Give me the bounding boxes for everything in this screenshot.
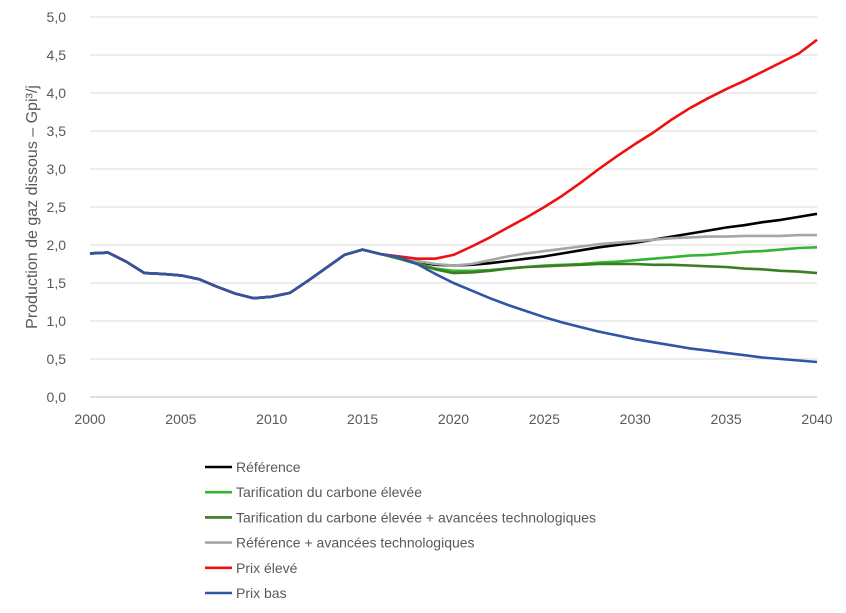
legend-label: Tarification du carbone élevée + avancée… [236, 509, 596, 525]
y-tick-label: 0,5 [47, 351, 67, 367]
x-axis-ticks: 2000 2005 2010 2015 2020 2025 2030 2035 2040 [74, 411, 832, 427]
legend-label: Tarification du carbone élevée [236, 484, 422, 500]
y-tick-label: 4,0 [47, 85, 67, 101]
x-tick-label: 2040 [801, 411, 832, 427]
y-tick-label: 3,0 [47, 161, 67, 177]
y-tick-label: 0,0 [47, 389, 67, 405]
y-tick-label: 4,5 [47, 47, 67, 63]
gridlines [90, 16, 817, 398]
x-tick-label: 2000 [74, 411, 105, 427]
x-tick-label: 2015 [347, 411, 378, 427]
y-tick-label: 2,0 [47, 237, 67, 253]
y-axis-ticks: 0,0 0,5 1,0 1,5 2,0 2,5 3,0 3,5 4,0 4,5 5,0 [47, 9, 67, 405]
legend-label: Prix élevé [236, 560, 298, 576]
y-tick-label: 3,5 [47, 123, 67, 139]
legend-label: Référence [236, 459, 301, 475]
x-tick-label: 2005 [165, 411, 196, 427]
legend-label: Référence + avancées technologiques [236, 535, 475, 551]
legend-label: Prix bas [236, 585, 287, 601]
y-tick-label: 2,5 [47, 199, 67, 215]
legend: Référence Tarification du carbone élevée T… [205, 459, 596, 601]
series-line [89, 248, 818, 364]
series-lines [89, 38, 818, 364]
x-tick-label: 2010 [256, 411, 287, 427]
y-axis-label: Production de gaz dissous – Gpi³/j [24, 85, 41, 329]
series-line [89, 248, 818, 300]
x-tick-label: 2025 [529, 411, 560, 427]
y-tick-label: 1,0 [47, 313, 67, 329]
x-tick-label: 2020 [438, 411, 469, 427]
y-tick-label: 1,5 [47, 275, 67, 291]
x-tick-label: 2030 [620, 411, 651, 427]
y-tick-label: 5,0 [47, 9, 67, 25]
x-tick-label: 2035 [711, 411, 742, 427]
